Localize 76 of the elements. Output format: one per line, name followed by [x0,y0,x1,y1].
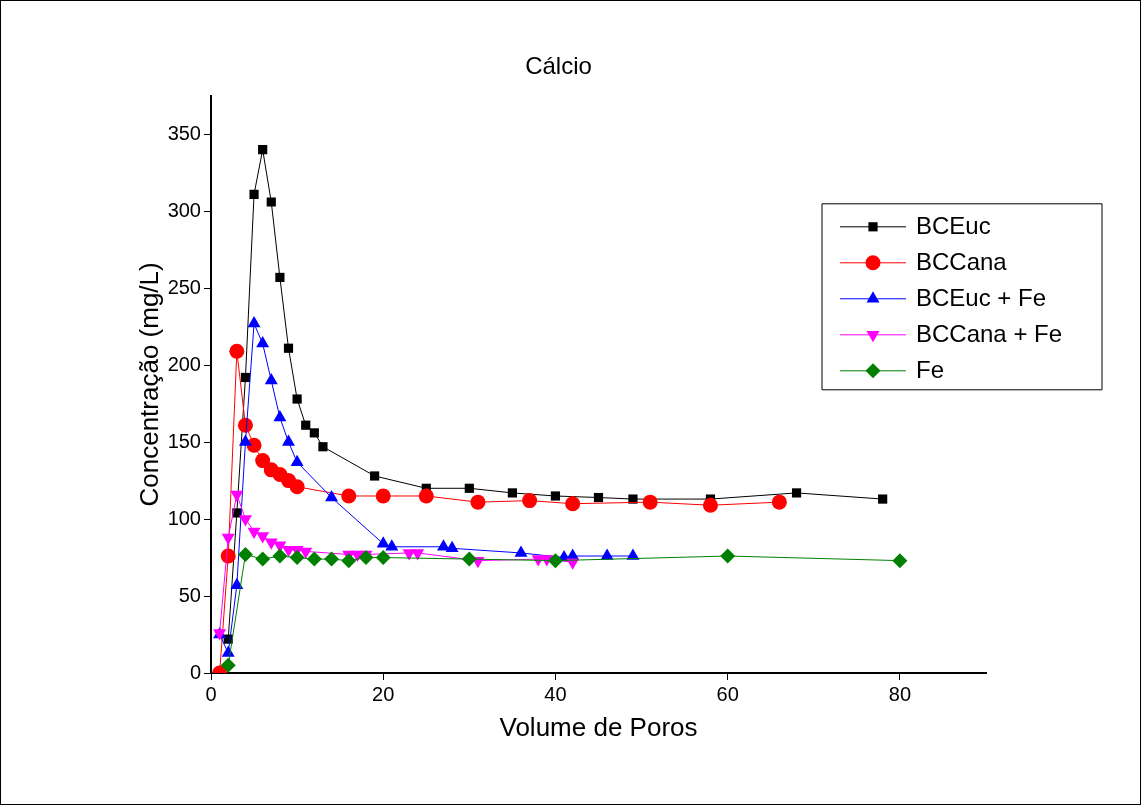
point [272,548,288,564]
point [237,546,253,562]
point [550,491,561,501]
point [264,373,278,385]
legend-label: BCCana + Fe [916,320,1063,348]
point [292,394,302,404]
point [461,551,477,567]
point [275,272,285,283]
point [247,316,261,328]
point [256,532,270,544]
y-tick-label: 350 [167,121,201,144]
point [892,553,908,569]
point [229,343,245,359]
point [771,494,787,510]
legend-label: BCEuc + Fe [916,284,1047,312]
point [470,494,486,510]
x-tick-label: 60 [716,682,739,705]
point [702,497,718,513]
point [324,551,340,567]
point [370,471,380,481]
point [878,494,888,504]
point [258,145,268,155]
y-tick-label: 300 [167,198,201,221]
chart-title: Cálcio [525,52,592,80]
point [464,483,474,493]
y-tick-label: 50 [178,583,201,606]
point [249,189,259,199]
point [230,490,244,502]
x-tick-label: 40 [544,682,567,705]
y-tick-label: 100 [167,506,201,529]
point [301,420,311,430]
point [375,488,391,504]
point [238,515,252,527]
point [720,548,736,564]
point [628,494,638,504]
point [791,488,802,498]
point [255,551,271,567]
point [418,488,434,504]
point [593,492,604,503]
point [247,527,261,539]
point [341,488,357,504]
point [266,197,276,207]
point [309,428,319,438]
point [522,493,538,509]
point [411,549,425,561]
point [264,538,278,550]
point [221,533,235,546]
point [358,550,374,566]
point [256,336,270,348]
point [547,553,563,569]
point [642,494,658,510]
legend-label: Fe [916,356,945,384]
point [220,657,236,673]
point [299,547,313,559]
point [375,550,391,566]
y-tick-label: 0 [189,660,201,683]
x-tick-label: 0 [205,682,217,705]
point [318,442,328,452]
x-axis-title: Volume de Poros [499,711,698,742]
legend-label: BCCana [916,248,1008,276]
point [306,551,322,567]
point [507,488,517,498]
point [325,490,339,502]
point [565,496,581,512]
x-tick-label: 80 [888,682,912,705]
x-tick-label: 20 [372,682,395,705]
y-tick-label: 200 [167,352,201,375]
y-axis-title: Concentração (mg/L) [133,262,164,507]
legend-label: BCEuc [916,212,991,240]
point [283,343,294,353]
y-tick-label: 150 [167,429,201,452]
point [341,553,357,569]
point [289,550,305,566]
point [289,479,305,495]
y-tick-label: 250 [167,275,201,298]
point [255,453,271,469]
